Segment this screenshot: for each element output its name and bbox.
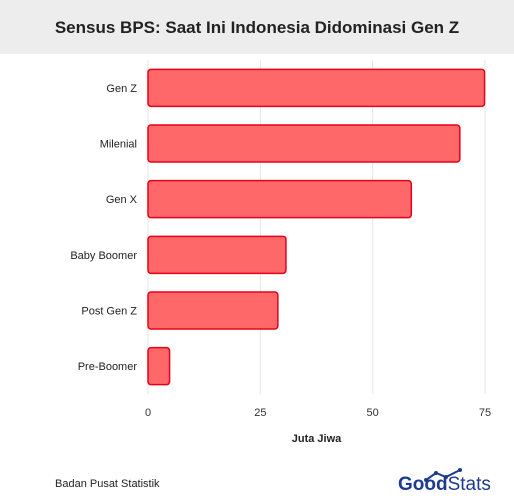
bar	[147, 179, 413, 219]
x-tick-label: 25	[254, 407, 266, 419]
source-label: Badan Pusat Statistik	[55, 478, 160, 490]
category-label: Post Gen Z	[81, 306, 137, 318]
category-label: Milenial	[100, 139, 137, 151]
logo-good-text: Good	[398, 474, 448, 495]
title-band	[0, 0, 514, 54]
x-tick-label: 0	[145, 407, 151, 419]
goodstats-logo: GoodStats	[398, 468, 498, 495]
bar	[147, 346, 171, 386]
bar	[147, 235, 287, 275]
x-tick-label: 50	[367, 407, 379, 419]
x-tick-label: 75	[479, 407, 491, 419]
category-label: Baby Boomer	[70, 250, 137, 262]
category-label: Gen X	[106, 194, 138, 206]
chart-icon	[424, 468, 462, 482]
bar	[147, 68, 486, 108]
logo-stats-text: Stats	[447, 474, 491, 495]
bar	[147, 291, 279, 330]
category-label: Gen Z	[106, 83, 137, 95]
chart-title: Sensus BPS: Saat Ini Indonesia Didominas…	[54, 18, 460, 37]
x-axis-title: Juta Jiwa	[292, 433, 342, 445]
bar	[147, 124, 461, 163]
bar-chart: 0 25 50 75 Gen Z Milenial Gen X Baby Boomer Post…	[70, 60, 491, 445]
category-label: Pre-Boomer	[78, 361, 138, 373]
